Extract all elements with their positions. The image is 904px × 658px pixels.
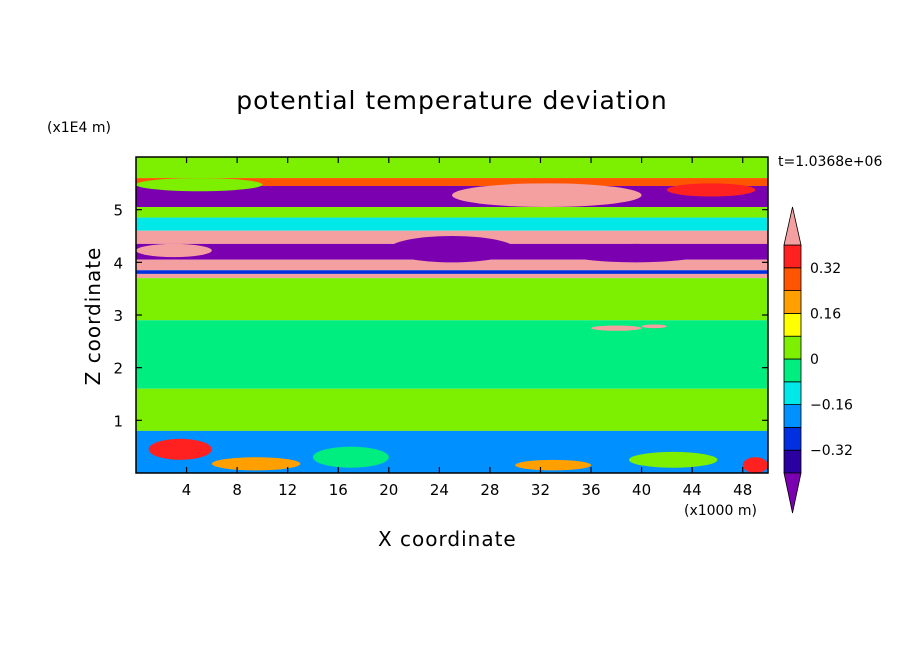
field-band-9 xyxy=(136,273,768,279)
field-patch-10 xyxy=(515,459,592,471)
x-tick-label: 24 xyxy=(430,481,449,499)
field-patch-2 xyxy=(136,178,263,192)
field-patch-9 xyxy=(439,449,490,463)
field-patch-3 xyxy=(136,243,212,258)
x-tick-label: 28 xyxy=(480,481,499,499)
field-band-4 xyxy=(136,217,768,231)
colorbar-box-6 xyxy=(783,312,802,337)
chart-title: potential temperature deviation xyxy=(0,86,904,115)
x-tick-label: 36 xyxy=(581,481,600,499)
field-patch-13 xyxy=(591,325,642,331)
x-tick-label: 12 xyxy=(278,481,297,499)
field-patch-11 xyxy=(628,451,718,468)
x-tick-label: 32 xyxy=(531,481,550,499)
colorbar-label: 0 xyxy=(810,352,819,368)
colorbar-box-8 xyxy=(783,267,802,291)
field-patch-6 xyxy=(148,438,212,460)
colorbar-box-3 xyxy=(783,381,802,405)
colorbar-label: 0.32 xyxy=(810,261,841,277)
field-band-11 xyxy=(136,320,768,389)
y-tick-label: 5 xyxy=(113,202,123,220)
colorbar-box-5 xyxy=(783,335,802,360)
colorbar-extend-max xyxy=(783,206,802,246)
colorbar-extend-min xyxy=(783,472,802,514)
time-annotation: t=1.0368e+06 xyxy=(778,154,883,170)
x-tick-label: 40 xyxy=(632,481,651,499)
x-tick-label: 4 xyxy=(182,481,192,499)
field-band-7 xyxy=(136,259,768,271)
field-band-1 xyxy=(136,178,768,186)
colorbar-label: −0.16 xyxy=(810,398,853,414)
x-tick-label: 8 xyxy=(232,481,242,499)
colorbar-box-9 xyxy=(783,244,802,269)
field-patch-1 xyxy=(666,183,756,197)
colorbar-box-2 xyxy=(783,404,802,428)
field-band-8 xyxy=(136,270,768,274)
field-patch-5 xyxy=(565,243,705,263)
field-band-0 xyxy=(136,157,768,179)
y-tick-label: 1 xyxy=(113,412,123,430)
field-patch-8 xyxy=(312,446,389,468)
colorbar-label: −0.32 xyxy=(810,443,853,459)
colorbar-box-0 xyxy=(783,449,802,474)
y-tick-label: 4 xyxy=(113,254,123,272)
x-tick-label: 16 xyxy=(329,481,348,499)
field-patch-14 xyxy=(641,324,667,329)
x-axis-unit: (x1000 m) xyxy=(684,503,757,519)
colorbar-label: 0.16 xyxy=(810,306,841,322)
field-band-10 xyxy=(136,278,768,321)
field-patch-0 xyxy=(452,183,642,208)
y-tick-label: 2 xyxy=(113,360,123,378)
x-tick-label: 20 xyxy=(379,481,398,499)
colorbar-box-7 xyxy=(783,290,802,314)
y-tick-label: 3 xyxy=(113,307,123,325)
field-band-12 xyxy=(136,388,768,431)
colorbar-box-1 xyxy=(783,426,802,451)
field-patch-12 xyxy=(742,457,768,473)
y-axis-label: Z coordinate xyxy=(81,246,105,386)
chart-title-text: potential temperature deviation xyxy=(236,86,668,115)
field-patch-7 xyxy=(211,457,301,471)
colorbar-box-4 xyxy=(783,358,802,383)
field-band-3 xyxy=(136,207,768,218)
x-tick-label: 44 xyxy=(683,481,702,499)
x-tick-label: 48 xyxy=(733,481,752,499)
y-axis-unit: (x1E4 m) xyxy=(47,120,111,136)
field-patch-4 xyxy=(388,236,516,263)
x-axis-label: X coordinate xyxy=(378,527,517,551)
